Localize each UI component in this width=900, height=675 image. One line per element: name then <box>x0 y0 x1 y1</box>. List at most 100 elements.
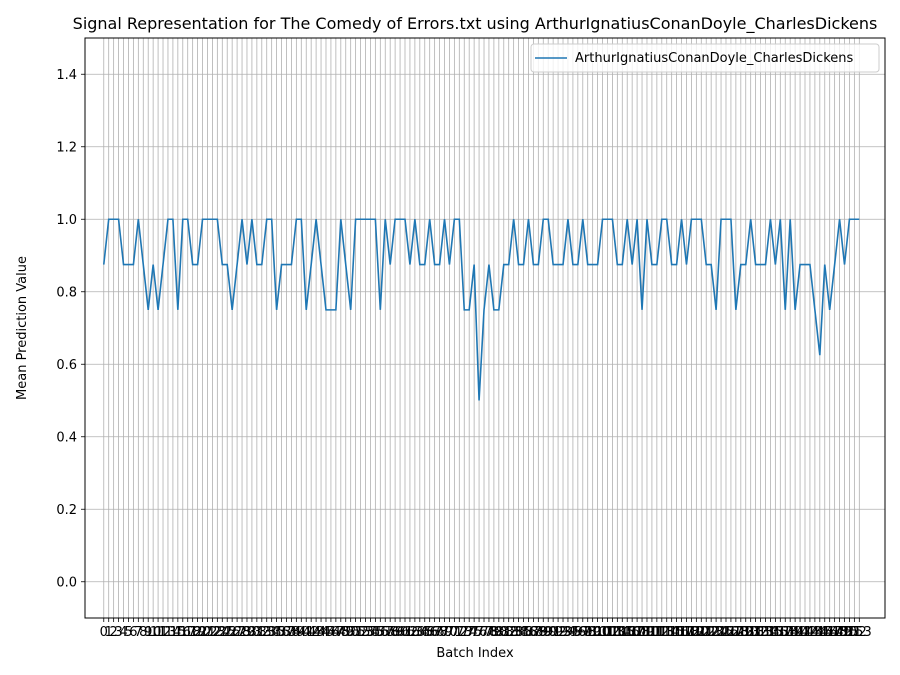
plot-frame <box>84 37 886 619</box>
x-tick-label: 44 <box>313 625 330 640</box>
x-tick-label: 144 <box>802 625 827 640</box>
x-tick-label: 114 <box>654 625 679 640</box>
x-tick-label: 148 <box>822 625 847 640</box>
x-tick-label: 135 <box>758 625 783 640</box>
x-tick-label: 117 <box>669 625 694 640</box>
x-tick-label: 18 <box>184 625 201 640</box>
x-tick-label: 125 <box>709 625 734 640</box>
x-tick-label: 82 <box>500 625 517 640</box>
x-tick-label: 29 <box>239 625 256 640</box>
x-tick-label: 10 <box>145 625 162 640</box>
x-tick-label: 9 <box>144 625 152 640</box>
x-tick-label: 17 <box>179 625 196 640</box>
x-tick-label: 89 <box>535 625 552 640</box>
legend: ArthurIgnatiusConanDoyle_CharlesDickens <box>530 43 880 73</box>
x-tick-label: 101 <box>590 625 615 640</box>
x-tick-label: 96 <box>570 625 587 640</box>
x-tick-label: 1 <box>105 625 113 640</box>
x-tick-label: 22 <box>204 625 221 640</box>
x-tick-label: 97 <box>575 625 592 640</box>
x-tick-label: 143 <box>798 625 823 640</box>
x-tick-label: 32 <box>254 625 271 640</box>
x-tick-label: 110 <box>635 625 660 640</box>
x-tick-label: 132 <box>743 625 768 640</box>
x-tick-label: 126 <box>714 625 739 640</box>
x-tick-label: 141 <box>788 625 813 640</box>
x-tick-label: 86 <box>520 625 537 640</box>
x-tick-label: 109 <box>630 625 655 640</box>
y-tick-label: 1.4 <box>56 68 77 83</box>
x-tick-label: 140 <box>783 625 808 640</box>
x-tick-label: 108 <box>625 625 650 640</box>
x-tick-label: 93 <box>555 625 572 640</box>
x-tick-label: 68 <box>431 625 448 640</box>
x-tick-label: 81 <box>495 625 512 640</box>
y-ticks: 0.0 0.2 0.4 0.6 0.8 1.0 1.2 1.4 <box>56 68 85 590</box>
x-tick-label: 59 <box>387 625 404 640</box>
x-tick-label: 116 <box>664 625 689 640</box>
x-tick-label: 30 <box>244 625 261 640</box>
x-tick-label: 146 <box>812 625 837 640</box>
x-tick-label: 52 <box>352 625 369 640</box>
x-tick-label: 152 <box>842 625 867 640</box>
y-axis-label: Mean Prediction Value <box>15 256 30 400</box>
x-tick-label: 107 <box>620 625 645 640</box>
x-tick-label: 24 <box>214 625 231 640</box>
x-tick-label: 138 <box>773 625 798 640</box>
x-tick-label: 87 <box>525 625 542 640</box>
x-tick-label: 73 <box>456 625 473 640</box>
x-tick-label: 149 <box>827 625 852 640</box>
x-tick-label: 133 <box>748 625 773 640</box>
x-tick-label: 15 <box>170 625 187 640</box>
x-tick-label: 70 <box>441 625 458 640</box>
x-ticks: 0123456789101112131415161718192021222324… <box>100 618 872 640</box>
x-tick-label: 6 <box>129 625 137 640</box>
x-tick-label: 12 <box>155 625 172 640</box>
y-tick-label: 0.4 <box>56 430 77 445</box>
x-tick-label: 90 <box>540 625 557 640</box>
x-tick-label: 26 <box>224 625 241 640</box>
x-tick-label: 111 <box>639 625 664 640</box>
x-tick-label: 134 <box>753 625 778 640</box>
x-tick-label: 53 <box>357 625 374 640</box>
x-tick-label: 11 <box>150 625 167 640</box>
x-tick-label: 39 <box>288 625 305 640</box>
x-tick-label: 88 <box>530 625 547 640</box>
x-tick-label: 94 <box>560 625 577 640</box>
y-tick-label: 0.6 <box>56 358 77 373</box>
x-tick-label: 28 <box>234 625 251 640</box>
x-tick-label: 27 <box>229 625 246 640</box>
y-grid <box>85 73 885 583</box>
x-tick-label: 41 <box>298 625 315 640</box>
x-tick-label: 80 <box>491 625 508 640</box>
x-tick-label: 37 <box>278 625 295 640</box>
x-tick-label: 46 <box>323 625 340 640</box>
x-tick-label: 47 <box>328 625 345 640</box>
x-tick-label: 106 <box>615 625 640 640</box>
x-tick-label: 77 <box>476 625 493 640</box>
x-tick-label: 145 <box>807 625 832 640</box>
x-tick-label: 20 <box>194 625 211 640</box>
x-tick-label: 3 <box>114 625 122 640</box>
x-tick-label: 8 <box>139 625 147 640</box>
x-tick-label: 49 <box>337 625 354 640</box>
x-tick-label: 112 <box>644 625 669 640</box>
x-tick-label: 83 <box>505 625 522 640</box>
x-tick-label: 0 <box>100 625 108 640</box>
x-tick-label: 137 <box>768 625 793 640</box>
x-tick-label: 33 <box>258 625 275 640</box>
x-tick-label: 122 <box>694 625 719 640</box>
x-tick-label: 14 <box>165 625 182 640</box>
x-tick-label: 62 <box>402 625 419 640</box>
x-tick-label: 45 <box>318 625 335 640</box>
x-tick-label: 79 <box>486 625 503 640</box>
x-tick-label: 67 <box>426 625 443 640</box>
x-tick-label: 71 <box>446 625 463 640</box>
x-tick-label: 123 <box>699 625 724 640</box>
x-tick-label: 121 <box>689 625 714 640</box>
x-tick-label: 43 <box>308 625 325 640</box>
x-tick-label: 42 <box>303 625 320 640</box>
x-tick-label: 74 <box>461 625 478 640</box>
x-tick-label: 142 <box>793 625 818 640</box>
